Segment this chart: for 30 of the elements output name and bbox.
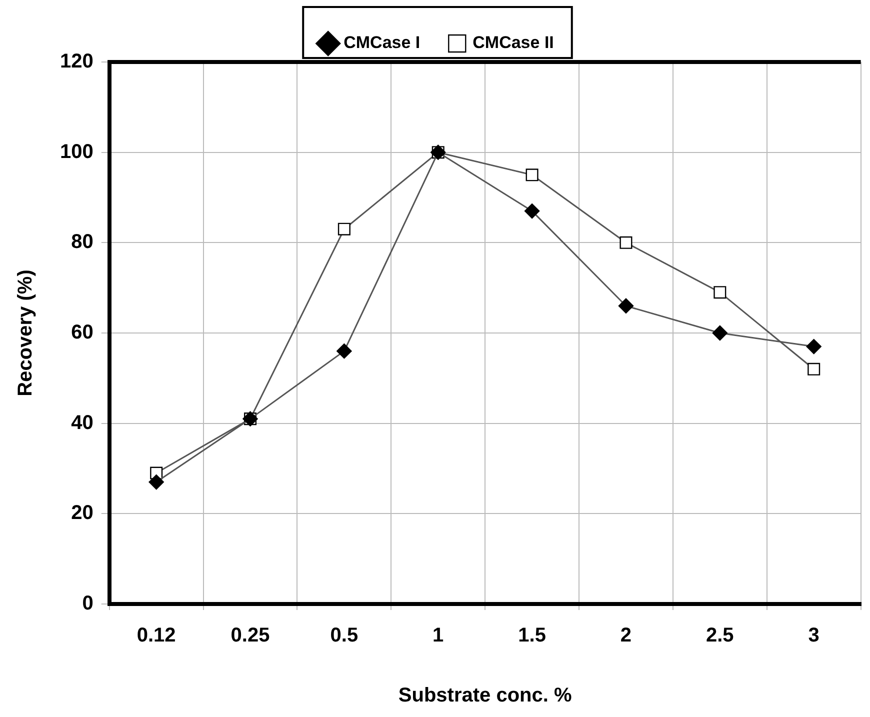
x-tick-label: 0.12 (136, 624, 176, 647)
point (712, 325, 728, 341)
x-tick-label: 2 (620, 624, 632, 647)
point (524, 203, 540, 219)
y-tick-label: 80 (71, 231, 94, 254)
x-axis-title: Substrate conc. % (398, 684, 572, 707)
y-tick-label: 120 (60, 50, 94, 73)
y-tick-label: 20 (71, 502, 94, 524)
x-tick-label: 2.5 (706, 624, 734, 647)
point (620, 236, 632, 249)
point (808, 362, 820, 376)
y-tick-label: 0 (82, 592, 94, 615)
x-tick-label: 0.5 (330, 624, 358, 647)
point (526, 168, 538, 182)
point (618, 298, 634, 314)
point (336, 343, 352, 359)
y-tick-label: 40 (71, 412, 94, 434)
point (714, 286, 726, 299)
legend-label: CMCase I (344, 33, 420, 52)
y-axis-title: Recovery (%) (14, 270, 37, 396)
x-tick-label: 1.5 (518, 624, 546, 647)
y-tick-label: 60 (71, 322, 94, 344)
x-tick-label: 1 (432, 624, 444, 647)
y-tick-label: 100 (60, 140, 94, 163)
point (806, 338, 822, 354)
x-tick-label: 3 (808, 624, 820, 647)
point (338, 222, 350, 236)
legend-label: CMCase II (472, 33, 554, 52)
point (148, 474, 164, 490)
x-tick-label: 0.25 (230, 624, 270, 647)
